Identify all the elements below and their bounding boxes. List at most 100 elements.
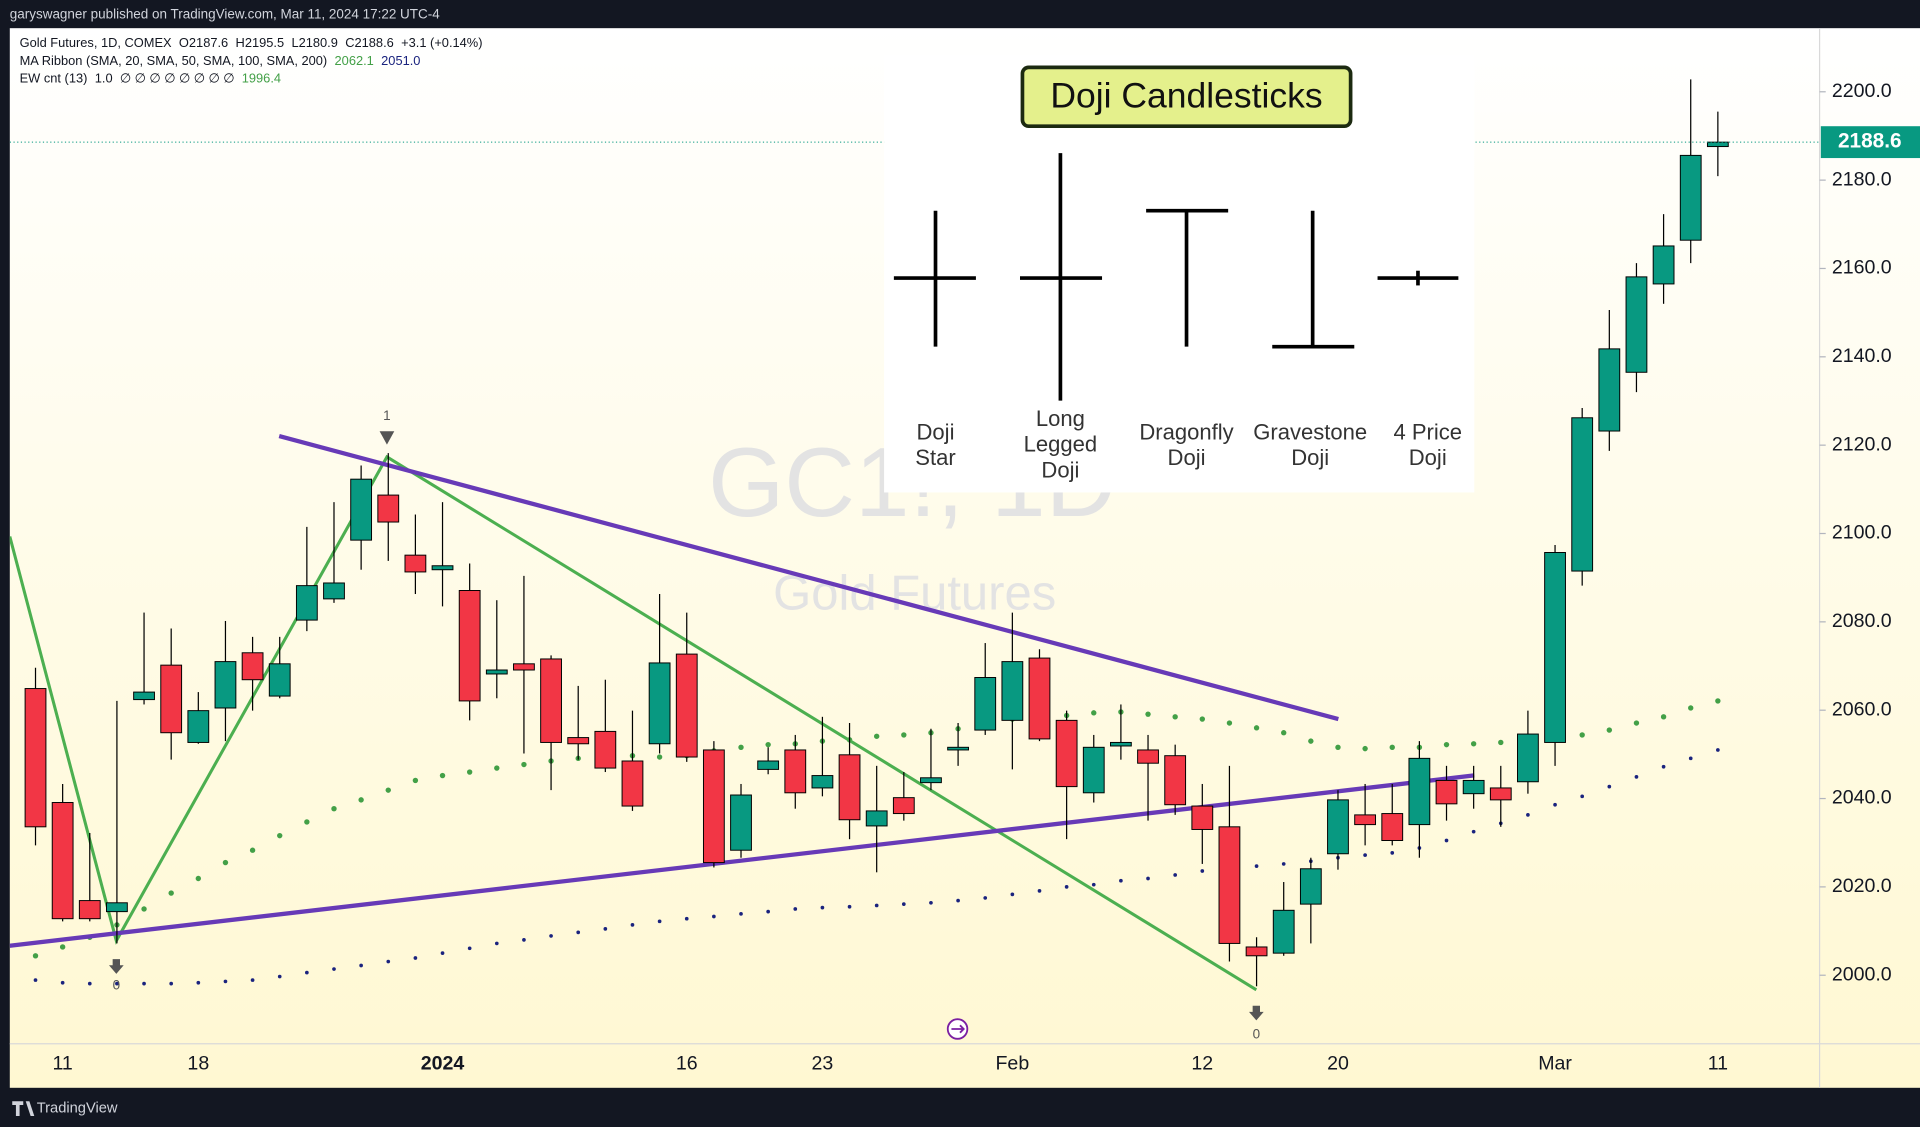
ma-dot (793, 907, 798, 911)
y-tick-label: 2000.0 (1832, 963, 1892, 985)
candle-body (1218, 826, 1241, 944)
ma-dot (1688, 756, 1693, 761)
legend-value: L2180.9 (291, 35, 337, 50)
legend-row: MA Ribbon (SMA, 20, SMA, 50, SMA, 100, S… (20, 53, 421, 68)
candle-body (1625, 276, 1648, 373)
ma-dot (684, 916, 689, 921)
ma-dot (439, 772, 446, 779)
y-tick-label: 2160.0 (1832, 257, 1892, 279)
ma-dot (766, 909, 770, 914)
candle-body (920, 777, 942, 784)
legend-row: EW cnt (13) 1.0 ∅ ∅ ∅ ∅ ∅ ∅ ∅ ∅ 1996.4 (20, 71, 281, 86)
ma-dot (1553, 802, 1557, 807)
candle-body (865, 810, 888, 827)
watermark-name: Gold Futures (773, 567, 1056, 621)
x-tick-label: Feb (995, 1053, 1029, 1075)
candle-body (1272, 909, 1295, 954)
candle-body (1028, 657, 1051, 740)
candle-body (594, 730, 617, 769)
ma-dot (630, 923, 635, 927)
ma-dot (1308, 738, 1314, 744)
candle-body (1652, 245, 1675, 285)
candle-body (1517, 733, 1539, 783)
doji-label: Dragonfly (1139, 419, 1233, 444)
wave-count-line (9, 454, 1258, 992)
y-tick-label: 2020.0 (1832, 875, 1892, 897)
ma-dot (385, 787, 391, 793)
ma-dot (1281, 730, 1287, 736)
candle-body (540, 658, 562, 743)
ma-dot (1580, 794, 1585, 799)
ma-dot (358, 797, 364, 803)
candle-body (295, 585, 318, 621)
legend-name: Gold Futures, 1D, COMEX (20, 35, 172, 50)
ma-dot (412, 777, 419, 784)
ma-dot (1010, 892, 1015, 897)
ma-dot (305, 970, 309, 975)
doji-label: Doji (1291, 445, 1329, 470)
ma-dot (87, 981, 92, 986)
icon-arrow (951, 1024, 965, 1034)
candle-body (431, 565, 454, 571)
x-tick-label: 20 (1327, 1053, 1349, 1075)
ma-dot (1119, 878, 1123, 883)
candle-body (730, 794, 752, 851)
last-price-box (1820, 126, 1920, 159)
legend-value: H2195.5 (236, 35, 285, 50)
candle-body (1706, 141, 1729, 148)
candle-body (485, 669, 508, 675)
legend-value: ∅ ∅ ∅ ∅ ∅ ∅ ∅ ∅ (120, 71, 234, 86)
candle-body (621, 760, 644, 807)
ma-dot (1091, 882, 1096, 887)
wave-label: 0 (1253, 1027, 1260, 1042)
ma-dot (712, 914, 716, 919)
ma-dot (60, 980, 65, 985)
support-trendline (9, 773, 1475, 948)
doji-title-box (1020, 65, 1353, 129)
ma-dot (656, 754, 663, 760)
ma-dot (576, 930, 581, 935)
ma-dot (1281, 862, 1286, 866)
candle-body (784, 749, 807, 794)
ma-dot (1254, 864, 1259, 868)
ma-dot (413, 956, 418, 960)
candle-body (811, 775, 834, 789)
y-tick-label: 2060.0 (1832, 698, 1892, 720)
ma-dot (1607, 784, 1612, 789)
wave-label: 0 (113, 978, 120, 993)
ma-dot (847, 904, 852, 909)
legend: Gold Futures, 1D, COMEX O2187.6 H2195.5 L21… (20, 35, 483, 86)
ma-dot (929, 900, 933, 905)
ma-dot (983, 896, 988, 900)
ma-dot (277, 832, 283, 839)
legend-value: 2051.0 (381, 53, 420, 68)
legend-value: 1996.4 (242, 71, 281, 86)
ma-dot (739, 911, 743, 916)
candle-body (51, 802, 74, 920)
x-tick-label: 2024 (421, 1053, 465, 1075)
last-price-label: 2188.6 (1838, 130, 1902, 153)
ma-dot (522, 938, 526, 942)
ma-dot (1091, 710, 1097, 716)
candle-body (947, 746, 969, 751)
candle-body (1544, 552, 1566, 743)
ma-dot (1444, 838, 1449, 843)
x-tick-label: 18 (187, 1053, 209, 1075)
legend-value: O2187.6 (179, 35, 228, 50)
ma-dot (169, 981, 174, 986)
ma-dot (1146, 876, 1150, 881)
candle-body (1327, 799, 1349, 855)
doji-panel: Doji Candlesticks Doji Star Long Legged … (884, 55, 1475, 493)
candle-body (567, 737, 590, 745)
ma-dot (1498, 739, 1504, 746)
doji-label: 4 Price (1393, 419, 1462, 444)
ma-dot (820, 905, 825, 910)
ma-dot (1145, 711, 1151, 717)
ma-dot (195, 875, 202, 882)
ma-dot (250, 978, 255, 982)
doji-icons (893, 153, 1459, 401)
ma-dot (1335, 744, 1341, 750)
ma-dot (1634, 775, 1639, 779)
ma-dot (223, 979, 228, 984)
